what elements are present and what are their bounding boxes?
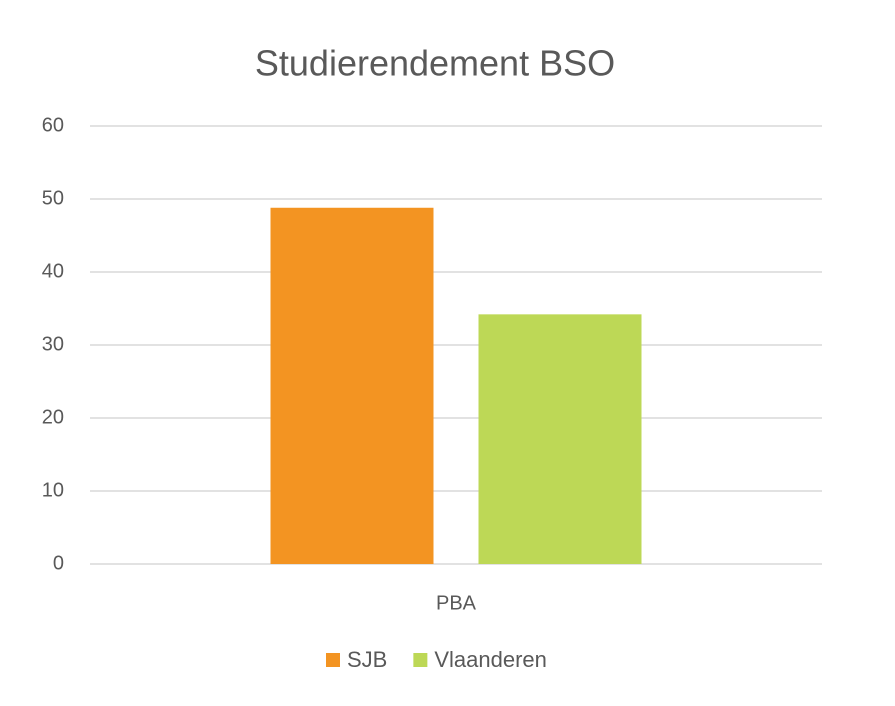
y-tick-label: 20 [42,406,64,428]
y-tick-label: 0 [53,552,64,574]
y-tick-label: 40 [42,260,64,282]
legend-swatch [326,653,340,667]
x-tick-label: PBA [436,592,477,614]
y-tick-label: 50 [42,187,64,209]
y-tick-label: 10 [42,479,64,501]
legend-label: Vlaanderen [434,647,547,672]
bar [270,207,434,564]
chart-title: Studierendement BSO [255,43,615,84]
bar [478,314,642,564]
legend-swatch [413,653,428,667]
y-tick-label: 30 [42,333,64,355]
legend-label: SJB [347,647,387,672]
y-tick-label: 60 [42,114,64,136]
